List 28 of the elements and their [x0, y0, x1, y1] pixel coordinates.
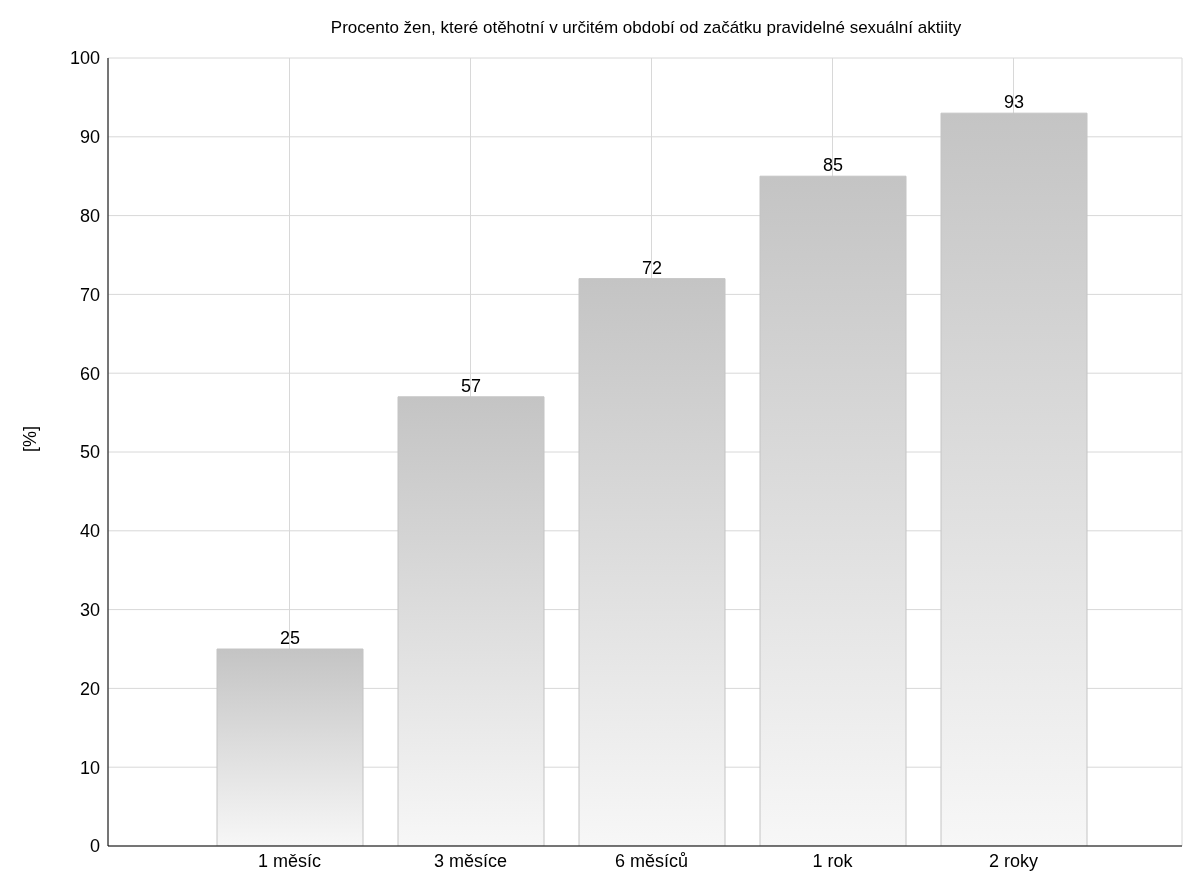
y-tick-label: 80	[79, 205, 100, 226]
bar	[216, 648, 364, 846]
y-tick-label: 30	[79, 599, 100, 620]
bar	[759, 175, 907, 846]
x-tick-label: 2 roky	[988, 850, 1039, 871]
y-tick-label: 100	[69, 48, 100, 69]
y-axis-title: [%]	[20, 425, 41, 452]
y-tick-label: 10	[79, 757, 100, 778]
bar	[940, 112, 1088, 846]
x-tick-label: 3 měsíce	[433, 850, 508, 871]
x-tick-label: 1 měsíc	[257, 850, 322, 871]
bar	[578, 278, 726, 846]
y-tick-label: 50	[79, 442, 100, 463]
y-tick-label: 60	[79, 363, 100, 384]
data-label: 57	[460, 375, 482, 396]
bar	[397, 396, 545, 846]
y-tick-label: 90	[79, 127, 100, 148]
chart-title: Procento žen, které otěhotní v určitém období od začátku pravidelné sexuální aktiity	[329, 18, 963, 38]
data-label: 85	[822, 155, 844, 176]
y-tick-label: 40	[79, 521, 100, 542]
data-label: 93	[1003, 92, 1025, 113]
y-tick-label: 20	[79, 678, 100, 699]
y-tick-label: 70	[79, 284, 100, 305]
x-tick-label: 6 měsíců	[614, 850, 689, 871]
data-label: 25	[279, 628, 301, 648]
x-tick-label: 1 rok	[812, 850, 854, 871]
y-tick-label: 0	[89, 836, 100, 857]
data-label: 72	[641, 257, 663, 278]
